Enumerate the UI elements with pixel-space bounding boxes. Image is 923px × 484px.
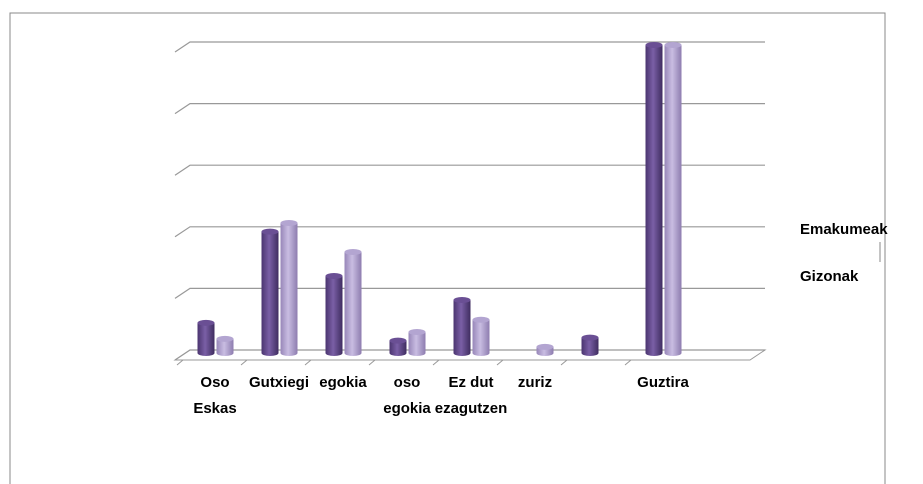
bar-body bbox=[216, 338, 234, 353]
bar bbox=[344, 248, 362, 356]
bar-bottom bbox=[261, 350, 279, 356]
bar-top bbox=[280, 220, 298, 227]
bar-body bbox=[645, 45, 663, 353]
bar bbox=[645, 42, 663, 356]
bar-top bbox=[344, 248, 362, 255]
bar-top bbox=[472, 316, 490, 323]
x-tick bbox=[624, 359, 632, 366]
label-line: Ez dut bbox=[449, 374, 494, 391]
bar bbox=[197, 319, 215, 356]
bar bbox=[664, 42, 682, 356]
label-line: Oso bbox=[200, 374, 229, 391]
bar-top bbox=[581, 334, 599, 341]
bar bbox=[536, 343, 554, 356]
label-line: ezagutzen bbox=[435, 400, 508, 417]
grid-line bbox=[174, 164, 765, 176]
x-tick-label: egokia bbox=[319, 374, 367, 391]
bar-top bbox=[261, 228, 279, 235]
bar-bottom bbox=[453, 350, 471, 356]
bar-body bbox=[261, 231, 279, 353]
legend-label: Emakumeak bbox=[800, 221, 888, 238]
bar-top bbox=[216, 335, 234, 342]
bar-bottom bbox=[280, 350, 298, 356]
bar bbox=[472, 316, 490, 356]
legend-label: Gizonak bbox=[800, 268, 859, 285]
x-tick-label: zuriz bbox=[518, 374, 552, 391]
bar bbox=[216, 335, 234, 356]
grid-line bbox=[174, 41, 765, 53]
x-tick bbox=[240, 359, 248, 366]
bar-bottom bbox=[325, 350, 343, 356]
bar-top bbox=[408, 329, 426, 336]
chart-border bbox=[9, 12, 886, 484]
bar-bottom bbox=[408, 350, 426, 356]
bar-body bbox=[197, 322, 215, 353]
bar-bottom bbox=[536, 350, 554, 356]
bar-body bbox=[280, 223, 298, 353]
bar-bottom bbox=[472, 350, 490, 356]
bar-body bbox=[472, 319, 490, 353]
bar bbox=[453, 297, 471, 356]
bar-top bbox=[389, 337, 407, 344]
grid-line bbox=[174, 226, 765, 238]
x-tick bbox=[560, 359, 568, 366]
bar-bottom bbox=[197, 350, 215, 356]
bar-top bbox=[197, 319, 215, 326]
x-tick-label: Guztira bbox=[637, 374, 689, 391]
bar-body bbox=[536, 346, 554, 353]
bar bbox=[408, 329, 426, 356]
label-line: Eskas bbox=[193, 400, 236, 417]
bar-bottom bbox=[344, 350, 362, 356]
bar-bottom bbox=[645, 350, 663, 356]
x-tick bbox=[176, 359, 184, 366]
bar bbox=[325, 273, 343, 356]
label-line: egokia bbox=[383, 400, 431, 417]
bar-body bbox=[344, 251, 362, 353]
x-tick bbox=[368, 359, 376, 366]
bar bbox=[581, 334, 599, 356]
bar-bottom bbox=[581, 350, 599, 356]
bar-body bbox=[664, 45, 682, 353]
grid-line bbox=[174, 349, 765, 361]
x-tick-label: Gutxiegi bbox=[249, 374, 309, 391]
x-tick-label: Ez dut ezagutzen bbox=[435, 374, 508, 417]
bar-body bbox=[389, 340, 407, 353]
bar-top bbox=[453, 297, 471, 304]
bar-bottom bbox=[389, 350, 407, 356]
bar bbox=[261, 228, 279, 356]
label-line: oso bbox=[394, 374, 421, 391]
x-tick-label: oso egokia bbox=[383, 374, 431, 417]
x-tick bbox=[496, 359, 504, 366]
bar bbox=[280, 220, 298, 356]
bar-bottom bbox=[216, 350, 234, 356]
bar-body bbox=[408, 332, 426, 353]
bar-top bbox=[645, 42, 663, 48]
bar-body bbox=[453, 300, 471, 353]
x-tick bbox=[432, 359, 440, 366]
bar bbox=[389, 337, 407, 356]
bar-top bbox=[664, 42, 682, 48]
bar-body bbox=[581, 337, 599, 353]
bar-top bbox=[536, 343, 554, 350]
bar-bottom bbox=[664, 350, 682, 356]
grid-line bbox=[174, 287, 765, 299]
grid-line bbox=[174, 103, 765, 115]
bar-top bbox=[325, 273, 343, 279]
bar-body bbox=[325, 276, 343, 353]
x-tick bbox=[304, 359, 312, 366]
x-tick-label: Oso Eskas bbox=[193, 374, 236, 417]
